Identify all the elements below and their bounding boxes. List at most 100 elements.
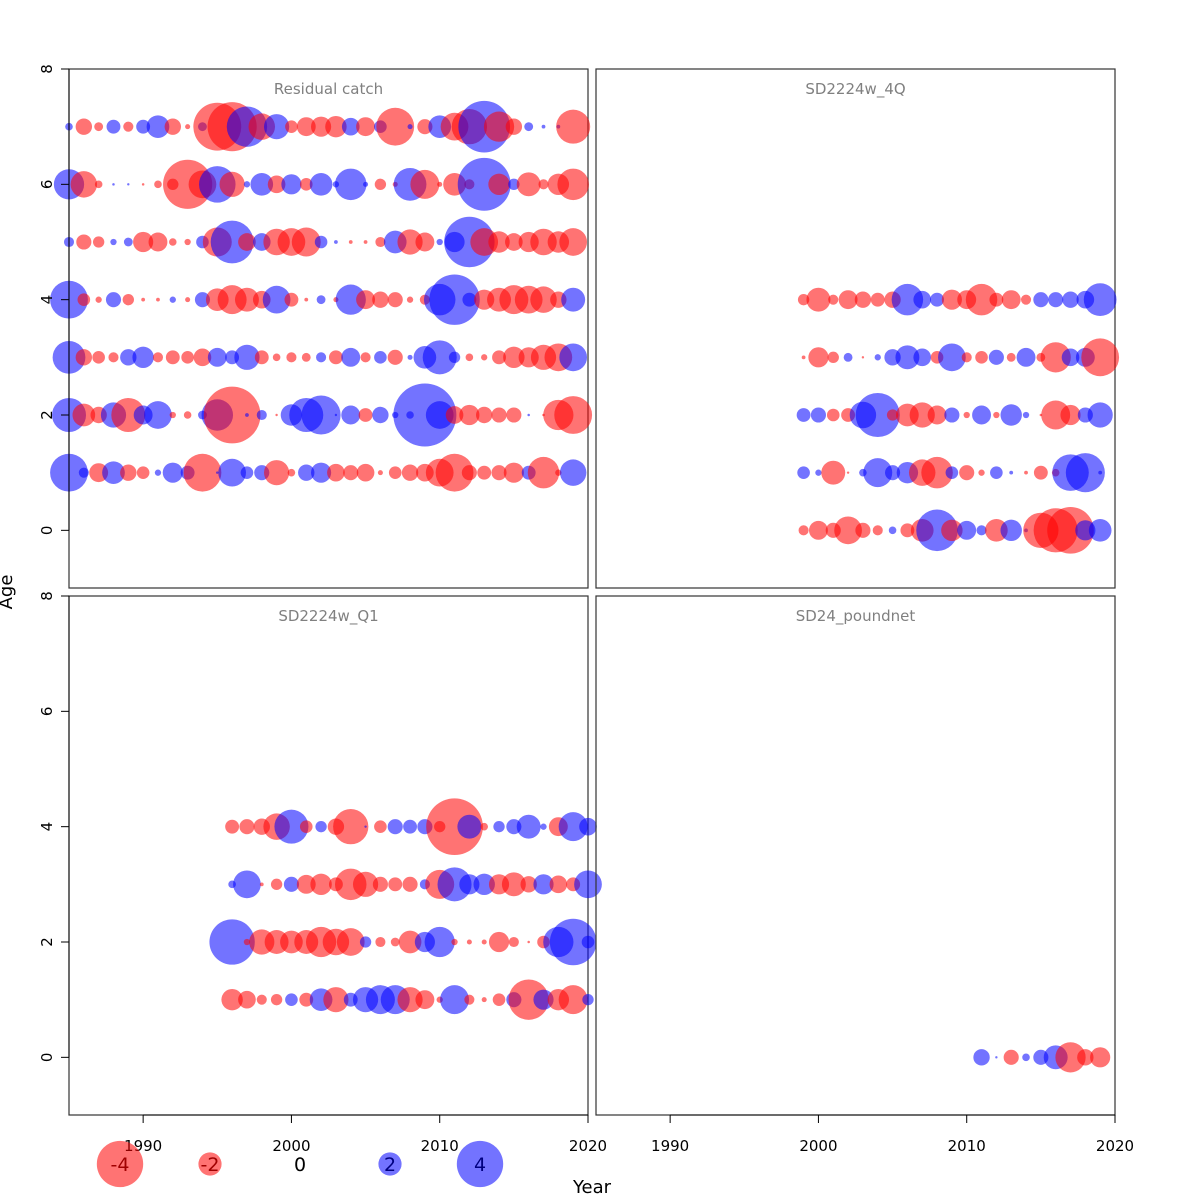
bubble (886, 409, 899, 421)
bubble (243, 181, 251, 188)
bubble (505, 118, 523, 135)
x-tick-label: 2000 (799, 1137, 837, 1155)
bubble (874, 354, 881, 361)
x-axis-title: Year (572, 1177, 612, 1198)
bubble (110, 238, 117, 246)
bubble (1040, 342, 1071, 373)
bubble (185, 124, 191, 130)
bubble (183, 411, 192, 419)
bubble (144, 401, 172, 429)
bubble (393, 383, 457, 447)
bubble (374, 351, 387, 364)
bubble (838, 290, 858, 310)
bubble (336, 928, 365, 956)
bubble (372, 291, 389, 308)
bubble (975, 351, 988, 364)
bubble (957, 520, 977, 540)
bubble (132, 346, 154, 369)
bubble (425, 401, 454, 429)
bubble (301, 395, 341, 435)
bubble (363, 240, 368, 244)
bubble (978, 469, 985, 476)
bubble (256, 994, 267, 1005)
bubble (356, 290, 376, 310)
bubble (316, 352, 327, 363)
bubble (808, 520, 828, 540)
bubble (372, 406, 389, 424)
bubble (797, 466, 810, 479)
bubble (854, 291, 872, 308)
bubble (250, 172, 274, 196)
bubble (398, 930, 422, 954)
bubble (256, 409, 267, 421)
bubble (855, 392, 900, 438)
bubble (387, 292, 403, 308)
bubble (169, 411, 176, 419)
bubble (429, 274, 480, 325)
bubble (112, 183, 115, 186)
panel-2: SD2224w_4Q (595, 68, 1120, 589)
bubble (1000, 404, 1022, 426)
bubble (491, 407, 507, 423)
bubble (985, 518, 1008, 542)
bubble (164, 118, 181, 135)
bubble (579, 817, 597, 836)
bubble (299, 820, 313, 833)
bubble (286, 352, 297, 363)
bubble (185, 297, 191, 303)
bubble (234, 287, 259, 312)
bubble (888, 526, 897, 535)
bubble (1083, 283, 1117, 317)
panels-group: Residual catch SD2224w_4Q SD2224w_Q1 SD24_p… (50, 68, 1120, 1116)
bubble (397, 229, 423, 255)
bubble (401, 464, 419, 481)
bubble (480, 822, 488, 831)
x-tick-label: 2010 (948, 1137, 986, 1155)
y-tick-label: 8 (38, 591, 56, 601)
y-tick-label: 6 (38, 180, 56, 190)
bubble (181, 351, 194, 364)
bubble (120, 464, 137, 481)
bubble (243, 938, 251, 946)
bubble (476, 406, 493, 424)
bubble (993, 411, 1000, 419)
bubble (801, 355, 806, 360)
bubble (335, 284, 366, 315)
bubble (488, 931, 510, 953)
bubble (826, 408, 840, 422)
bubble (944, 407, 960, 423)
bubble (72, 403, 96, 427)
bubble (473, 873, 495, 896)
bubble (808, 347, 829, 368)
bubble (210, 220, 254, 264)
panel-frame (595, 595, 1116, 1116)
bubble (492, 993, 506, 1006)
bubble (1048, 292, 1064, 308)
panel-title: SD2224w_Q1 (278, 607, 378, 626)
bubble (900, 523, 915, 538)
bubble (234, 344, 260, 370)
bubble (111, 397, 146, 433)
bubble (1061, 348, 1080, 367)
bubble (218, 458, 246, 487)
bubble (558, 985, 588, 1015)
bubble (533, 874, 554, 895)
bubble (287, 468, 296, 477)
bubble (1033, 292, 1049, 308)
bubble (973, 1049, 990, 1066)
bubble (516, 172, 541, 197)
bubble (913, 348, 932, 367)
bubble (465, 353, 474, 362)
bubble (989, 292, 1004, 307)
bubble (1060, 404, 1081, 426)
bubble (254, 350, 269, 365)
bubble (407, 124, 413, 130)
bubble (503, 346, 525, 369)
bubble (533, 989, 554, 1010)
bubble (797, 293, 810, 306)
bubble (141, 183, 145, 186)
bubble (541, 124, 546, 129)
bubble (75, 118, 93, 135)
bubble (843, 352, 853, 362)
bubble (961, 352, 972, 363)
